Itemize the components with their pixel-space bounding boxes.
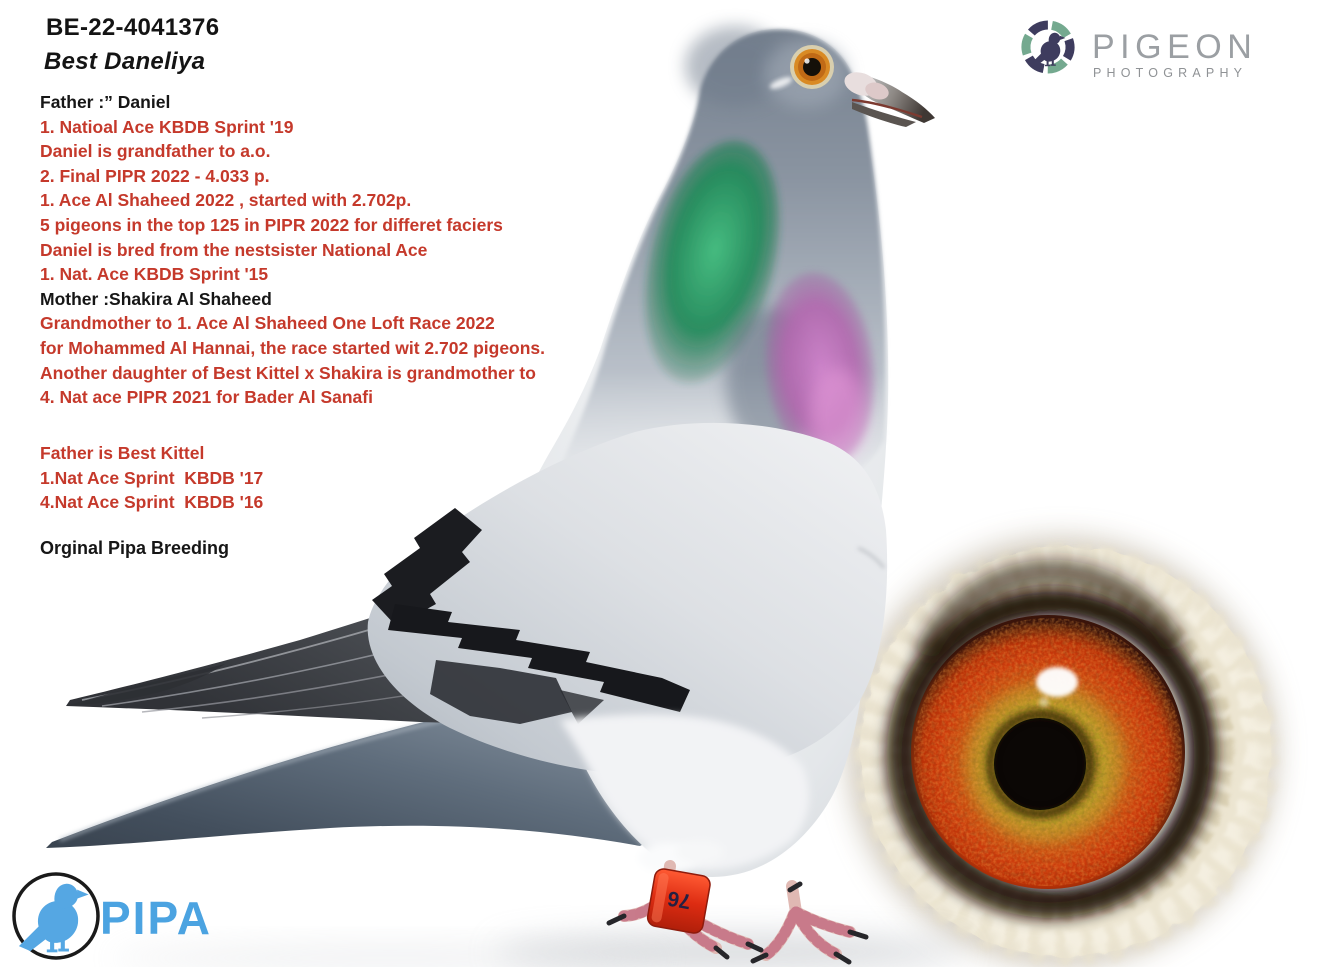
flank-feather-edge — [857, 546, 886, 569]
secondary-tips — [430, 660, 572, 724]
eye-pupil — [994, 718, 1086, 810]
wing-bar-upper — [372, 508, 482, 626]
pigeon-name: Best Daneliya — [44, 48, 206, 75]
pedigree-line: Grandmother to 1. Ace Al Shaheed One Lof… — [40, 313, 495, 334]
pipa-logo: PIPA — [12, 872, 212, 960]
pedigree-line: for Mohammed Al Hannai, the race started… — [40, 337, 546, 358]
cere-lobe — [865, 82, 889, 100]
pigeon-eye-macro — [851, 541, 1277, 965]
pedigree-line: Father is Best Kittel — [40, 443, 205, 463]
photographer-subtitle: PHOTOGRAPHY — [1093, 66, 1247, 80]
beak-lower — [852, 102, 916, 127]
eye-highlight — [1036, 667, 1078, 697]
claws — [606, 881, 869, 965]
pedigree-line: 5 pigeons in the top 125 in PIPR 2022 fo… — [40, 214, 503, 235]
pedigree-line: 1. Natioal Ace KBDB Sprint '19 — [40, 116, 294, 137]
pink-sheen — [810, 368, 866, 460]
mother-heading: Mother :Shakira Al Shaheed — [40, 288, 272, 309]
ring-number: BE-22-4041376 — [46, 14, 220, 41]
pedigree-line: 4.Nat Ace Sprint KBDB '16 — [40, 492, 264, 513]
photographer-name: PIGEON — [1092, 28, 1257, 66]
cheek-wisp — [769, 77, 793, 89]
breeding-note: Orginal Pipa Breeding — [40, 538, 230, 558]
pedigree-line: 2. Final PIPR 2022 - 4.033 p. — [40, 165, 270, 186]
pipa-label: PIPA — [100, 892, 212, 944]
pigeon-photo: 76 — [46, 26, 935, 965]
pedigree-line: Another daughter of Best Kittel x Shakir… — [40, 362, 536, 383]
leg-fluff2 — [676, 840, 724, 864]
pedigree-line: Daniel is grandfather to a.o. — [40, 141, 271, 162]
sire-note-block: Father is Best Kittel 1.Nat Ace Sprint K… — [40, 441, 263, 515]
pedigree-line: 1. Nat. Ace KBDB Sprint '15 — [40, 264, 269, 285]
eye-top-shadow — [913, 559, 1186, 660]
feet: 76 — [606, 840, 869, 965]
pedigree-line: Daniel is bred from the nestsister Natio… — [40, 239, 428, 260]
crown-shading — [685, 26, 785, 106]
eye-eyelid-ring-outer — [886, 594, 1210, 918]
pedigree-line: 1. Ace Al Shaheed 2022 , started with 2.… — [40, 190, 412, 211]
leg-band — [646, 868, 711, 934]
ground-shadow-left — [110, 946, 670, 967]
leg-band-number: 76 — [666, 886, 693, 913]
eye-pupil-edge — [986, 710, 1094, 818]
eye-glint — [1039, 697, 1049, 707]
wing-tip-dark — [66, 664, 225, 706]
father-heading: Father :” Daniel — [40, 92, 171, 112]
wing-bar-lower — [388, 604, 690, 712]
pedigree-line: 1.Nat Ace Sprint KBDB '17 — [40, 467, 264, 488]
head-eye-glint — [804, 58, 810, 64]
belly — [560, 714, 809, 870]
pedigree-line: 4. Nat ace PIPR 2021 for Bader Al Sanafi — [40, 387, 373, 408]
pigeon-photography-logo: PIGEON PHOTOGRAPHY — [1021, 20, 1257, 80]
secondary-tip — [560, 690, 604, 724]
beak-gape-line — [851, 98, 923, 119]
pedigree-text-block: Father :” Daniel 1. Natioal Ace KBDB Spr… — [40, 90, 545, 410]
